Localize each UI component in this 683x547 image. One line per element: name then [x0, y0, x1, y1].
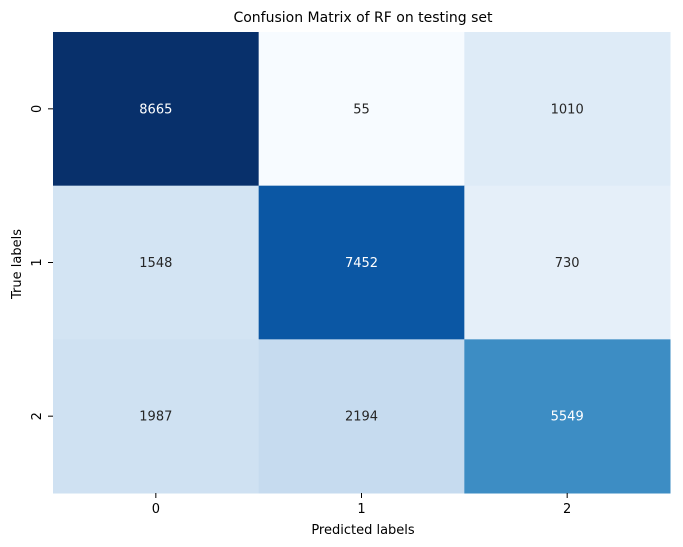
heatmap-cell	[464, 339, 671, 494]
y-tick-label: 0	[30, 105, 45, 113]
cell-value-label: 1010	[551, 102, 584, 117]
x-axis-label: Predicted labels	[311, 523, 415, 538]
cell-value-label: 7452	[345, 256, 378, 271]
y-tick-label: 2	[30, 412, 45, 420]
y-axis-label: True labels	[10, 229, 25, 300]
heatmap-cell	[258, 339, 465, 494]
cell-value-label: 8665	[139, 102, 172, 117]
cell-value-label: 5549	[551, 410, 584, 425]
chart-title: Confusion Matrix of RF on testing set	[233, 10, 493, 26]
cell-value-label: 1987	[139, 410, 172, 425]
heatmap-cell	[53, 185, 260, 340]
heatmap-cells: 8665 55 1010 1548 7452 730 1987 2194 5549	[53, 32, 671, 494]
heatmap-cell	[258, 32, 465, 187]
cell-value-label: 730	[555, 256, 580, 271]
x-tick-label: 1	[357, 502, 365, 517]
heatmap-cell	[464, 32, 671, 187]
heatmap-cell	[464, 185, 671, 340]
cell-value-label: 55	[353, 102, 370, 117]
cell-value-label: 1548	[139, 256, 172, 271]
y-tick-label: 1	[30, 258, 45, 266]
x-tick-label: 0	[152, 502, 160, 517]
heatmap-cell	[258, 185, 465, 340]
heatmap-cell	[53, 32, 260, 187]
cell-value-label: 2194	[345, 410, 378, 425]
y-axis: 0 1 2	[30, 105, 53, 420]
x-axis: 0 1 2	[152, 493, 571, 517]
heatmap-cell	[53, 339, 260, 494]
x-tick-label: 2	[563, 502, 571, 517]
